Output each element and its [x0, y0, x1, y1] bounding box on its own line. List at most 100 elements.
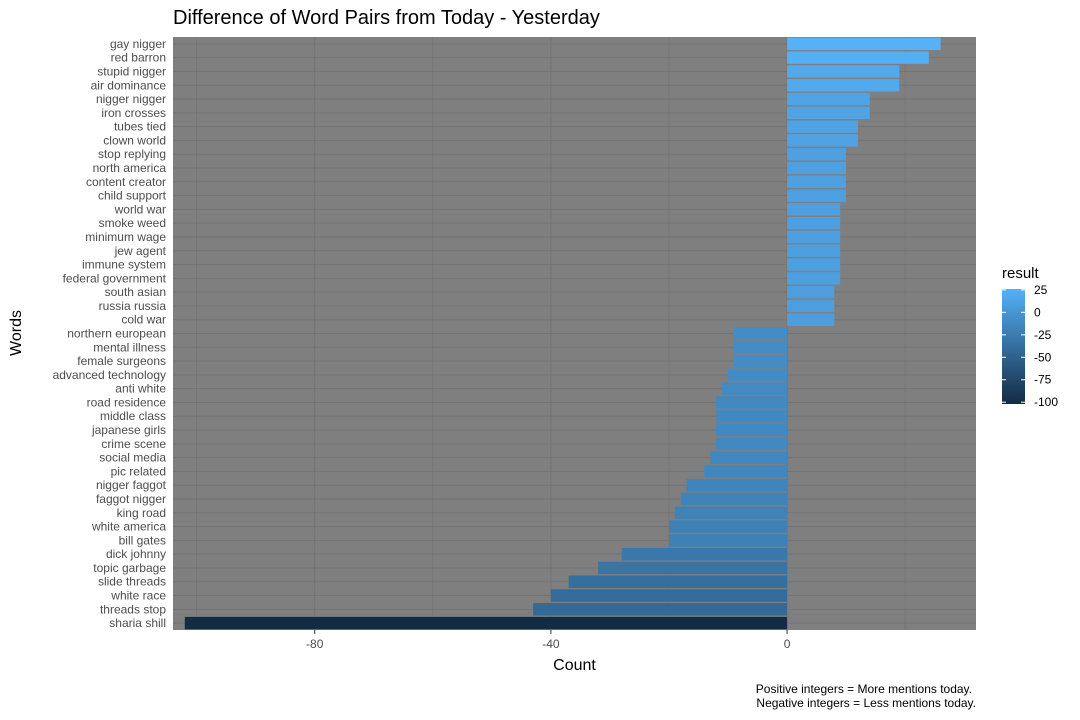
- bar: [598, 561, 788, 575]
- bar: [787, 79, 900, 92]
- legend-ticks: 25 0 -25 -50 -75 -100: [1002, 283, 1058, 409]
- y-tick-label: king road: [117, 506, 166, 520]
- y-tick-label: anti white: [115, 382, 166, 396]
- bar: [621, 547, 788, 561]
- chart-title: Difference of Word Pairs from Today - Ye…: [173, 7, 600, 29]
- y-tick-label: south asian: [105, 285, 166, 299]
- y-tick-label: red barron: [111, 51, 166, 65]
- bar: [716, 396, 788, 409]
- bar: [722, 382, 788, 395]
- legend-title: result: [1002, 265, 1040, 282]
- bar: [787, 216, 841, 230]
- y-tick-label: gay nigger: [110, 37, 166, 51]
- bar: [787, 189, 847, 202]
- y-tick-label: child support: [98, 189, 167, 203]
- y-tick-label: advanced technology: [53, 368, 166, 382]
- y-tick-label: clown world: [103, 133, 166, 147]
- bar: [787, 92, 870, 106]
- y-tick-label: crime scene: [101, 437, 166, 451]
- y-tick-label: topic garbage: [93, 561, 166, 575]
- y-tick-label: northern european: [67, 327, 166, 341]
- y-tick-label: female surgeons: [77, 354, 166, 368]
- x-tick-label: -40: [542, 637, 560, 651]
- y-tick-label: russia russia: [99, 299, 167, 313]
- bar: [550, 589, 788, 602]
- bar: [787, 244, 841, 257]
- bar: [733, 341, 788, 354]
- x-tick-label: 0: [784, 637, 791, 651]
- y-tick-label: middle class: [100, 409, 166, 423]
- y-tick-label: federal government: [63, 271, 167, 285]
- y-tick-label: world war: [114, 202, 166, 216]
- bar: [704, 465, 788, 478]
- y-tick-label: social media: [99, 451, 166, 465]
- bar: [787, 106, 870, 120]
- legend-label: -50: [1034, 350, 1052, 364]
- y-tick-label: sharia shill: [109, 616, 166, 630]
- bar: [184, 616, 788, 630]
- y-tick-label: tubes tied: [114, 120, 166, 134]
- bar: [787, 37, 941, 51]
- bar: [787, 203, 841, 216]
- y-tick-label: mental illness: [93, 340, 166, 354]
- y-tick-label: cold war: [121, 313, 166, 327]
- bar: [733, 354, 788, 368]
- bar: [674, 506, 788, 519]
- bar: [787, 285, 835, 299]
- bar: [686, 478, 788, 492]
- legend-label: -25: [1034, 328, 1052, 342]
- y-tick-label: threads stop: [100, 602, 166, 616]
- legend-label: 25: [1034, 283, 1048, 297]
- y-tick-label: faggot nigger: [96, 492, 166, 506]
- y-tick-label: bill gates: [119, 533, 166, 547]
- bar: [710, 451, 788, 464]
- legend-label: -75: [1034, 373, 1052, 387]
- y-tick-label: dick johnny: [106, 547, 166, 561]
- x-tick-label: -80: [306, 637, 324, 651]
- y-tick-label: road residence: [87, 395, 167, 409]
- bar: [733, 327, 788, 340]
- y-tick-label: north america: [93, 161, 167, 175]
- y-tick-label: content creator: [86, 175, 166, 189]
- bar: [787, 313, 835, 326]
- bar: [787, 272, 841, 285]
- bar: [787, 230, 841, 244]
- y-tick-label: white race: [110, 589, 166, 603]
- y-tick-label: white america: [91, 520, 166, 534]
- y-tick-label: jew agent: [114, 244, 167, 258]
- bar: [668, 534, 788, 547]
- legend-label: 0: [1034, 305, 1041, 319]
- legend-label: -100: [1034, 395, 1058, 409]
- y-tick-label: nigger nigger: [96, 92, 166, 106]
- bar: [787, 258, 841, 271]
- x-tick-labels: -80 -40 0: [306, 630, 791, 651]
- legend: result 25 0 -25 -50 -75 -100: [1002, 265, 1058, 409]
- y-axis-title: Words: [8, 310, 25, 356]
- bar: [787, 134, 858, 147]
- bar: [787, 120, 858, 133]
- bar: [787, 148, 847, 161]
- bar: [787, 299, 835, 313]
- caption-positive: Positive integers = More mentions today.: [756, 682, 972, 696]
- bar: [668, 520, 788, 533]
- bar: [533, 603, 788, 616]
- bar: [716, 410, 788, 423]
- y-tick-label: pic related: [111, 464, 166, 478]
- y-tick-label: iron crosses: [101, 106, 166, 120]
- bar: [680, 492, 788, 506]
- caption-negative: Negative integers = Less mentions today.: [756, 696, 976, 710]
- bars: [184, 37, 941, 630]
- bar: [568, 575, 788, 588]
- y-tick-label: minimum wage: [85, 230, 166, 244]
- bar: [728, 368, 788, 382]
- y-tick-label: japanese girls: [91, 423, 166, 437]
- x-axis-title: Count: [553, 657, 596, 674]
- y-tick-label: nigger faggot: [96, 478, 167, 492]
- bar: [787, 51, 929, 64]
- legend-colorbar: [1002, 289, 1025, 404]
- y-tick-label: stupid nigger: [97, 64, 166, 78]
- y-tick-label: smoke weed: [99, 216, 166, 230]
- bar: [787, 175, 847, 189]
